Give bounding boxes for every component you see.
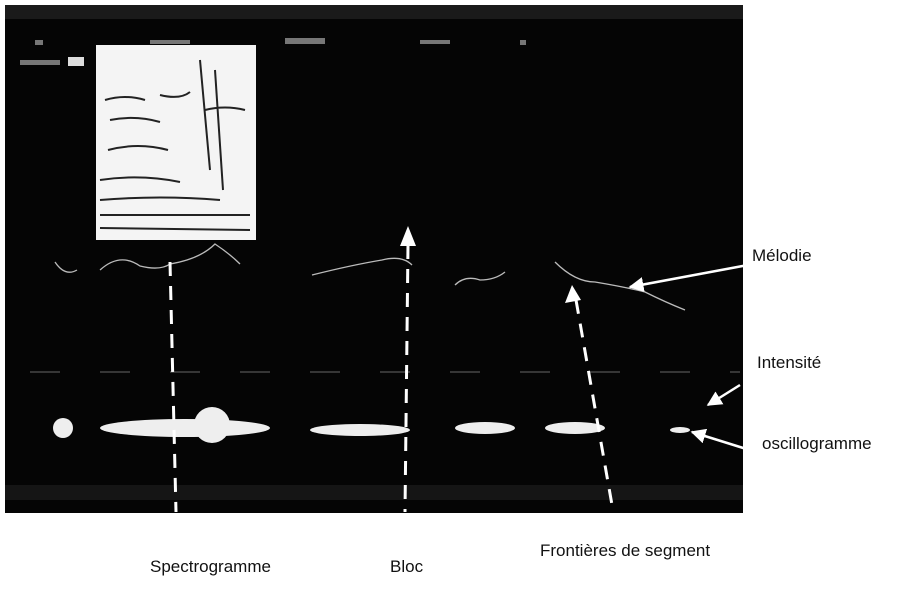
block-caption: Bloc bbox=[390, 557, 424, 576]
segment-boundaries-caption: Frontières de segment bbox=[540, 541, 710, 560]
page: Mélodie Intensité oscillogramme Spectrog… bbox=[0, 0, 910, 602]
screenshot bbox=[5, 5, 756, 513]
intensity-label: Intensité bbox=[757, 353, 821, 372]
oscillogram-label: oscillogramme bbox=[762, 434, 872, 453]
melody-label: Mélodie bbox=[752, 246, 812, 265]
figure: Mélodie Intensité oscillogramme Spectrog… bbox=[0, 0, 910, 602]
spectrogram-panel bbox=[96, 45, 256, 240]
spectrogram-caption: Spectrogramme bbox=[150, 557, 271, 576]
